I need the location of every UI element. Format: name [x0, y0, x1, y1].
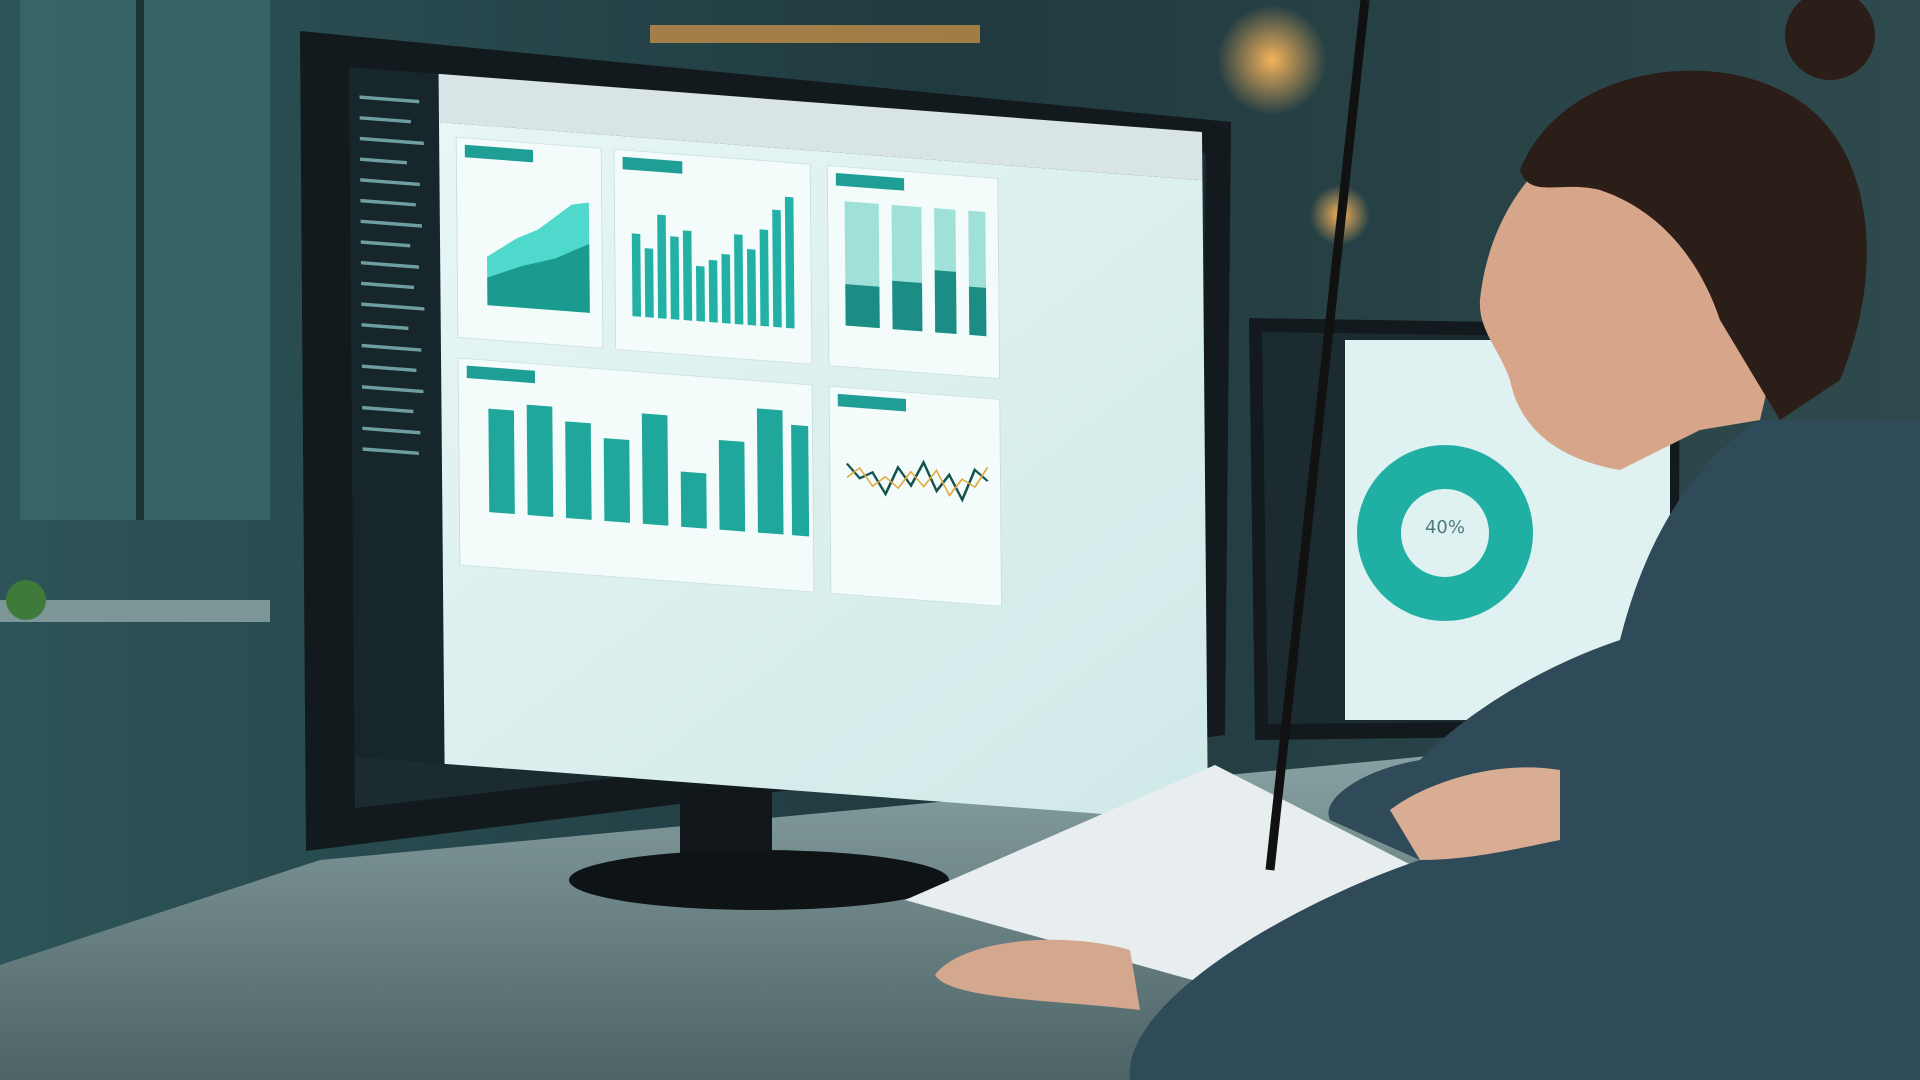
monitor-base	[569, 850, 949, 910]
shirt	[1129, 420, 1920, 1080]
donut	[1357, 445, 1533, 621]
bars	[488, 404, 810, 537]
panel-header	[622, 156, 683, 174]
screen-content	[349, 67, 1209, 823]
panel-header	[466, 365, 536, 384]
plant	[6, 580, 46, 620]
line	[846, 466, 989, 497]
bars	[631, 196, 795, 329]
donut-label: 40%	[1425, 517, 1465, 538]
background-desk	[0, 600, 270, 622]
panel	[828, 385, 1002, 607]
hand	[1390, 767, 1560, 860]
lamp-glow	[1217, 5, 1327, 115]
hand	[935, 939, 1140, 1010]
ceiling-light	[650, 25, 980, 43]
hair	[1520, 70, 1867, 420]
area	[487, 243, 590, 313]
stacked-bars	[844, 201, 987, 337]
panel-header	[464, 144, 534, 163]
browser-toolbar	[438, 73, 1203, 181]
hair-bun	[1785, 0, 1875, 80]
monitor-neck	[680, 790, 772, 860]
sidebar	[349, 67, 445, 764]
line	[845, 459, 989, 503]
panel	[613, 148, 813, 365]
sidebar-items	[359, 95, 425, 456]
window	[20, 0, 270, 520]
pen	[1265, 0, 1370, 871]
panel-header	[837, 393, 907, 412]
panel-header	[835, 173, 905, 191]
